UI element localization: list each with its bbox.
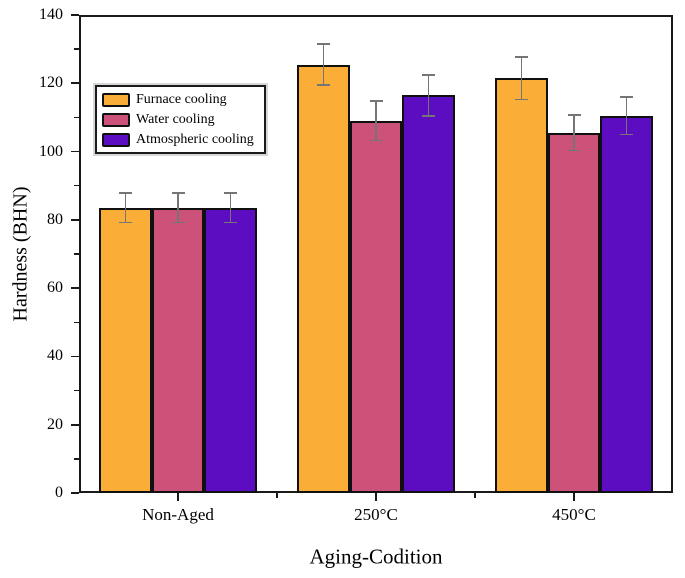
error-bar-cap-top: [317, 43, 330, 45]
y-axis-minor-tick: [74, 389, 79, 392]
error-bar-line: [427, 74, 430, 116]
x-axis-major-tick: [573, 493, 575, 501]
y-axis-minor-tick: [74, 116, 79, 119]
error-bar-cap-top: [422, 73, 435, 76]
legend-item: Furnace cooling: [102, 90, 254, 109]
y-tick-label: 100: [39, 142, 63, 160]
x-axis-title: Aging-Codition: [309, 544, 443, 569]
error-bar-cap-top: [171, 192, 185, 195]
y-axis-major-tick: [71, 423, 79, 426]
y-tick-label: 20: [47, 415, 63, 433]
legend-swatch-icon: [102, 132, 130, 147]
bar-furnace-cooling-450-c: [495, 78, 548, 493]
legend-swatch-icon: [102, 112, 130, 127]
error-bar-cap-bottom: [422, 114, 435, 117]
error-bar-cap-bottom: [620, 133, 633, 136]
y-tick-label: 0: [55, 484, 63, 501]
x-axis-major-tick: [375, 493, 377, 501]
y-axis-minor-tick: [74, 458, 79, 460]
error-bar-cap-top: [567, 114, 581, 116]
y-tick-label: 40: [47, 347, 63, 365]
error-bar-cap-bottom: [171, 221, 185, 224]
y-axis-major-tick: [71, 287, 79, 290]
y-axis-major-tick: [71, 82, 79, 85]
y-axis-title: Hardness (BHN): [9, 186, 32, 322]
bar-water-cooling-250-c: [349, 120, 403, 493]
bar-atmospheric-cooling-non-aged: [204, 207, 257, 493]
legend-label: Water cooling: [136, 111, 215, 127]
x-axis-minor-tick: [276, 493, 278, 498]
error-bar-cap-top: [369, 100, 383, 102]
legend-label: Atmospheric cooling: [136, 131, 254, 147]
bar-furnace-cooling-non-aged: [99, 207, 152, 493]
y-axis-minor-tick: [74, 185, 79, 187]
legend: Furnace cooling Water cooling Atmospheric …: [95, 85, 266, 154]
x-tick-label: 450°C: [552, 505, 596, 524]
y-tick-label: 140: [39, 6, 63, 23]
legend-item: Water cooling: [102, 110, 254, 129]
x-axis-major-tick: [177, 493, 179, 501]
error-bar-cap-bottom: [119, 221, 132, 224]
y-tick-label: 120: [39, 74, 63, 92]
legend-label: Furnace cooling: [136, 91, 227, 107]
error-bar-line: [177, 193, 179, 223]
x-tick-label: 250°C: [354, 505, 398, 524]
error-bar-line: [322, 44, 325, 85]
error-bar-line: [375, 101, 377, 141]
bar-atmospheric-cooling-450-c: [600, 115, 653, 493]
error-bar-line: [520, 56, 523, 100]
error-bar-line: [229, 193, 232, 223]
error-bar-line: [625, 96, 628, 135]
bar-water-cooling-450-c: [547, 132, 601, 493]
bar-furnace-cooling-250-c: [297, 64, 350, 493]
legend-swatch-icon: [102, 92, 130, 107]
y-axis-major-tick: [71, 150, 79, 153]
x-axis-minor-tick: [474, 493, 476, 498]
error-bar-line: [573, 115, 575, 151]
error-bar-cap-bottom: [317, 84, 330, 86]
y-axis-minor-tick: [74, 48, 79, 50]
bar-atmospheric-cooling-250-c: [402, 95, 455, 493]
x-tick-label: Non-Aged: [142, 505, 214, 524]
error-bar-cap-bottom: [369, 139, 383, 142]
error-bar-cap-top: [119, 192, 132, 195]
error-bar-cap-top: [515, 56, 528, 58]
y-axis-minor-tick: [74, 253, 79, 255]
y-axis-major-tick: [71, 218, 79, 221]
error-bar-line: [124, 193, 127, 223]
error-bar-cap-top: [620, 96, 633, 98]
error-bar-cap-bottom: [515, 98, 528, 101]
y-axis-minor-tick: [74, 321, 79, 323]
y-tick-label: 80: [47, 210, 63, 228]
y-axis-major-tick: [71, 14, 79, 16]
legend-item: Atmospheric cooling: [102, 130, 254, 149]
error-bar-cap-bottom: [567, 149, 581, 152]
bar-water-cooling-non-aged: [151, 207, 205, 493]
y-axis-major-tick: [71, 355, 79, 358]
error-bar-cap-bottom: [224, 221, 237, 224]
y-axis-major-tick: [71, 492, 79, 494]
error-bar-cap-top: [224, 192, 237, 195]
y-tick-label: 60: [47, 279, 63, 297]
